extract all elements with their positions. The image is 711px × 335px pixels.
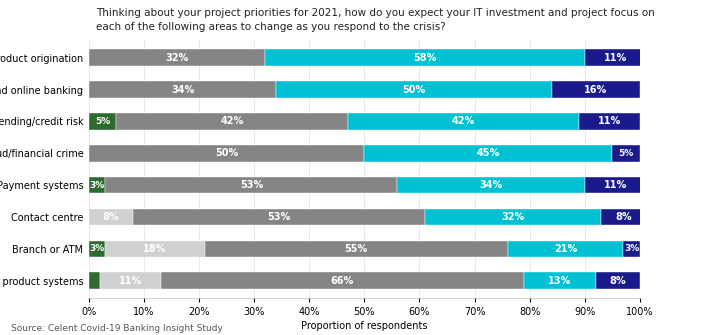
Text: 58%: 58% [413, 53, 437, 63]
Text: 55%: 55% [345, 244, 368, 254]
Text: 3%: 3% [90, 181, 105, 190]
Bar [348, 113, 579, 130]
Bar [612, 145, 640, 161]
Bar [89, 113, 117, 130]
Bar [89, 145, 364, 161]
Text: Source: Celent Covid-19 Banking Insight Study: Source: Celent Covid-19 Banking Insight … [11, 324, 223, 333]
Text: Thinking about your project priorities for 2021, how do you expect your IT inves: Thinking about your project priorities f… [96, 8, 655, 18]
Bar [596, 272, 640, 289]
Bar [100, 272, 161, 289]
Bar [89, 209, 133, 225]
Text: 42%: 42% [220, 116, 244, 126]
Text: each of the following areas to change as you respond to the crisis?: each of the following areas to change as… [96, 22, 446, 32]
Bar [89, 177, 105, 193]
Bar [133, 209, 425, 225]
Bar [265, 50, 584, 66]
Text: 5%: 5% [619, 149, 634, 158]
Text: 3%: 3% [624, 244, 639, 253]
Bar [205, 241, 508, 257]
Text: 3%: 3% [90, 244, 105, 253]
Text: 11%: 11% [119, 276, 141, 286]
Bar [105, 241, 205, 257]
Text: 8%: 8% [609, 276, 626, 286]
Bar [89, 241, 105, 257]
Text: 45%: 45% [477, 148, 500, 158]
Bar [552, 81, 640, 98]
Text: 53%: 53% [240, 180, 263, 190]
Text: 13%: 13% [548, 276, 572, 286]
Bar [585, 177, 646, 193]
Bar [579, 113, 640, 130]
Text: 34%: 34% [479, 180, 503, 190]
X-axis label: Proportion of respondents: Proportion of respondents [301, 321, 427, 331]
Bar [276, 81, 552, 98]
Text: 5%: 5% [95, 117, 110, 126]
Text: 11%: 11% [604, 180, 626, 190]
Text: 34%: 34% [171, 84, 194, 94]
Bar [508, 241, 624, 257]
Bar [161, 272, 524, 289]
Bar [524, 272, 596, 289]
Text: 66%: 66% [331, 276, 354, 286]
Text: 8%: 8% [102, 212, 119, 222]
Bar [105, 177, 397, 193]
Text: 11%: 11% [604, 53, 626, 63]
Bar [364, 145, 612, 161]
Bar [117, 113, 348, 130]
Text: 53%: 53% [267, 212, 291, 222]
Text: 8%: 8% [615, 212, 631, 222]
Text: 11%: 11% [598, 116, 621, 126]
Bar [624, 241, 640, 257]
Bar [397, 177, 584, 193]
Text: 21%: 21% [554, 244, 577, 254]
Bar [425, 209, 602, 225]
Bar [89, 81, 276, 98]
Text: 16%: 16% [584, 84, 607, 94]
Bar [89, 272, 100, 289]
Bar [89, 50, 265, 66]
Text: 32%: 32% [166, 53, 188, 63]
Text: 50%: 50% [402, 84, 426, 94]
Text: 32%: 32% [501, 212, 525, 222]
Bar [584, 50, 646, 66]
Text: 42%: 42% [452, 116, 475, 126]
Text: 50%: 50% [215, 148, 238, 158]
Text: 18%: 18% [144, 244, 166, 254]
Bar [602, 209, 646, 225]
